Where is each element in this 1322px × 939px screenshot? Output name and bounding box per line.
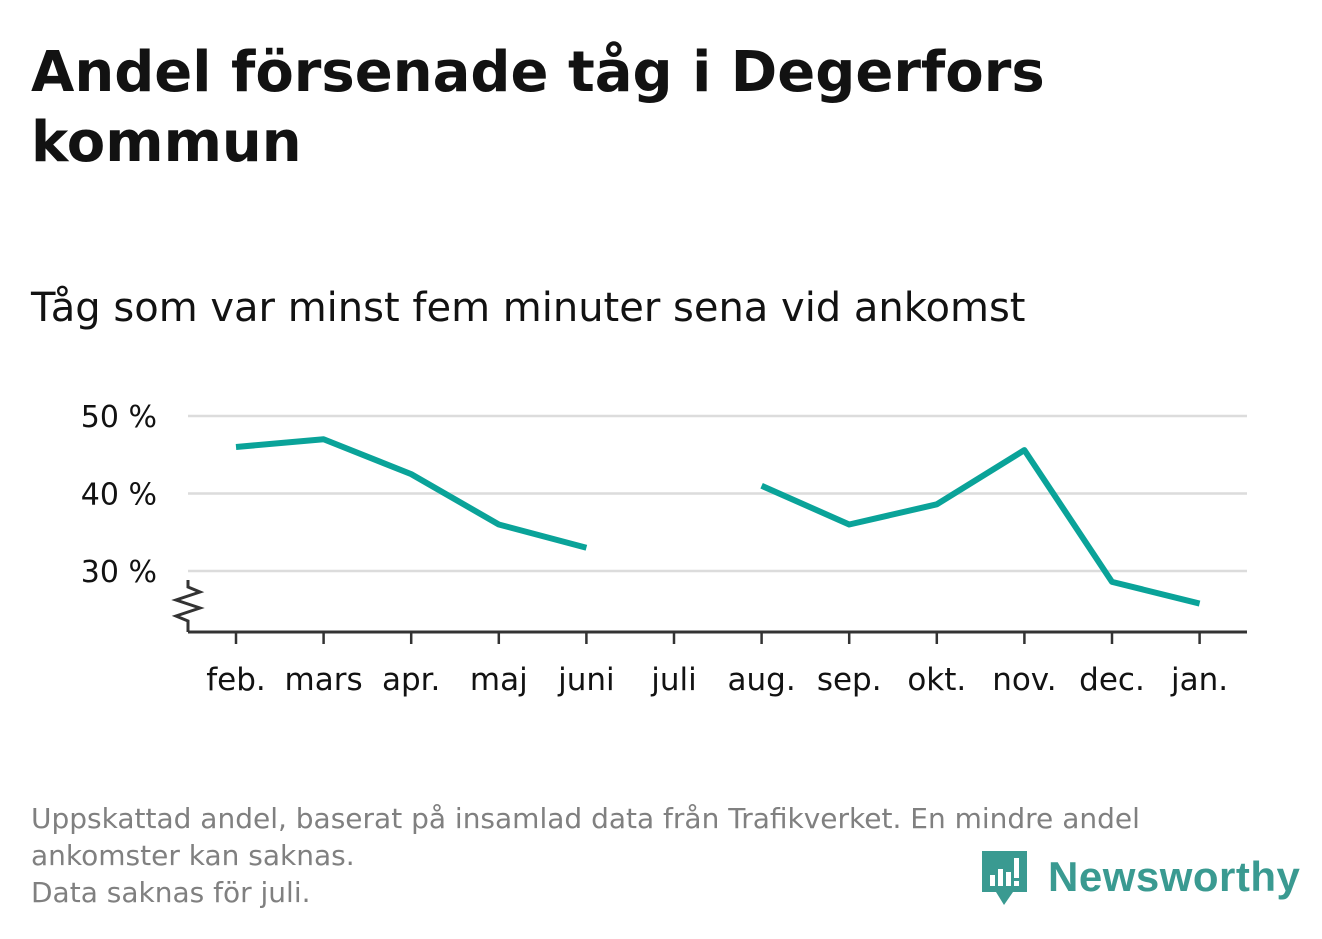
x-tick-label: apr. <box>382 662 440 698</box>
x-tick-label: nov. <box>992 662 1056 698</box>
chart-subtitle: Tåg som var minst fem minuter sena vid a… <box>31 285 1026 331</box>
x-tick-label: maj <box>470 662 528 698</box>
x-tick-label: jan. <box>1170 662 1228 698</box>
y-tick-label: 30 % <box>81 555 157 590</box>
axis-break-icon <box>171 580 205 632</box>
footnote: Uppskattad andel, baserat på insamlad da… <box>31 800 1281 911</box>
x-tick-label: dec. <box>1079 662 1145 698</box>
x-tick-label: juli <box>650 662 697 698</box>
footnote-line: Uppskattad andel, baserat på insamlad da… <box>31 802 1140 835</box>
x-tick-label: okt. <box>907 662 966 698</box>
series-line <box>760 447 1201 607</box>
y-tick-label: 50 % <box>81 400 157 435</box>
series-line <box>235 436 588 551</box>
footnote-line: ankomster kan saknas. <box>31 839 355 872</box>
x-tick-label: aug. <box>728 662 796 698</box>
footnote-line: Data saknas för juli. <box>31 876 311 909</box>
y-tick-label: 40 % <box>81 478 157 513</box>
line-chart: 30 % 40 % 50 % feb. mars apr. maj juni juli aug. s… <box>81 400 1247 698</box>
x-tick-label: juni <box>557 662 615 698</box>
x-tick-label: sep. <box>817 662 882 698</box>
newsworthy-logo-icon <box>982 851 1027 905</box>
x-tick-label: feb. <box>206 662 266 698</box>
newsworthy-logo: Newsworthy <box>980 848 1300 906</box>
x-tick-label: mars <box>285 662 363 698</box>
chart-title: Andel försenade tåg i Degerfors kommun <box>31 40 1045 175</box>
logo-text: Newsworthy <box>1048 853 1301 900</box>
